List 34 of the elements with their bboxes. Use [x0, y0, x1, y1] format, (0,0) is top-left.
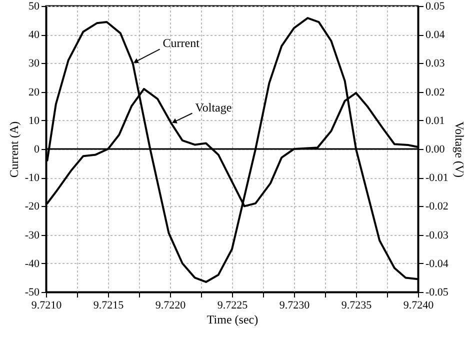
- y-tick-label: 40: [28, 29, 40, 42]
- y-tick-label: 50: [28, 0, 40, 12]
- x-tick-label: 9.7210: [31, 300, 62, 312]
- y2-tick-label: -0.03: [426, 229, 449, 242]
- x-tick-label: 9.7215: [93, 300, 124, 312]
- y2-tick-label: 0.03: [426, 58, 446, 70]
- y2-axis-title: Voltage (V): [452, 121, 466, 178]
- x-tick-label: 9.7225: [217, 300, 248, 312]
- x-tick-label: 9.7235: [341, 300, 372, 312]
- y2-tick-label: 0.00: [426, 144, 446, 156]
- y-tick-label: 10: [28, 114, 40, 127]
- y2-tick-label: 0.01: [426, 114, 445, 127]
- y-tick-label: -10: [24, 172, 40, 184]
- y2-tick-label: 0.05: [426, 0, 446, 12]
- y2-tick-label: 0.04: [426, 29, 446, 42]
- x-tick-label: 9.7220: [155, 300, 186, 312]
- y-tick-label: 20: [28, 86, 40, 98]
- y2-tick-label: 0.02: [426, 86, 445, 98]
- y-tick-label: -50: [24, 286, 40, 298]
- y-tick-label: -20: [24, 200, 40, 213]
- x-tick-label: 9.7240: [403, 300, 434, 312]
- y2-tick-label: -0.01: [426, 172, 448, 184]
- y-tick-label: 30: [28, 58, 40, 70]
- text: Voltage: [195, 100, 232, 114]
- y-axis-title: Current (A): [6, 121, 21, 178]
- y2-tick-label: -0.02: [426, 200, 448, 213]
- y2-tick-label: -0.04: [426, 258, 449, 270]
- y-tick-label: 0: [34, 144, 40, 156]
- text: Current: [162, 36, 200, 50]
- x-tick-label: 9.7230: [279, 300, 310, 312]
- y-tick-label: -30: [24, 229, 40, 242]
- y2-tick-label: -0.05: [426, 286, 449, 298]
- y-tick-label: -40: [24, 258, 40, 270]
- x-axis-title: Time (sec): [206, 312, 258, 326]
